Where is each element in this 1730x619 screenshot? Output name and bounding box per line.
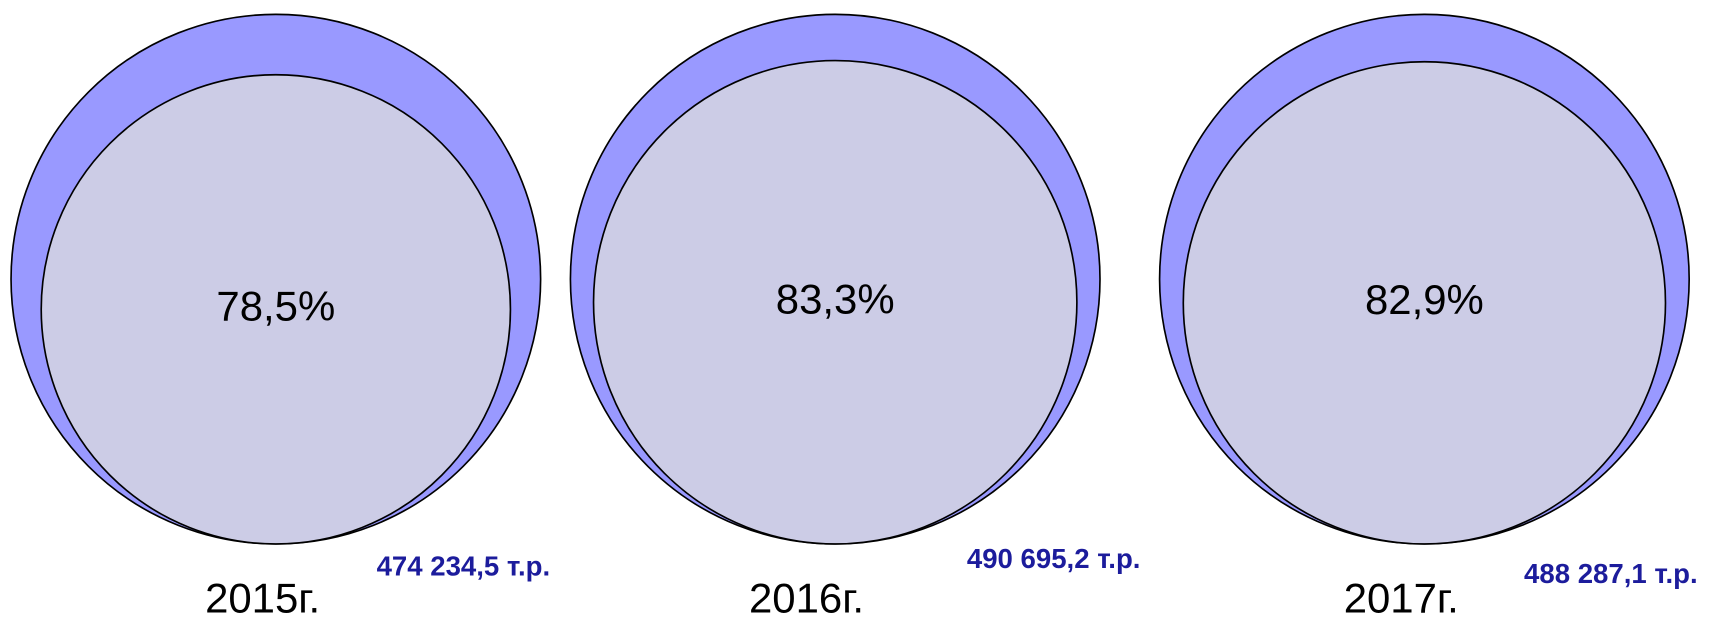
percent-label: 82,9% <box>1365 276 1484 323</box>
amount-label: 474 234,5 т.р. <box>377 551 551 582</box>
percent-label: 83,3% <box>776 275 895 322</box>
inner-circle <box>1182 60 1667 545</box>
amount-label: 490 695,2 т.р. <box>967 543 1141 574</box>
year-label: 2015г. <box>205 574 320 619</box>
amount-label: 488 287,1 т.р. <box>1524 558 1698 589</box>
percent-label: 78,5% <box>216 282 335 329</box>
year-label: 2016г. <box>749 574 864 619</box>
year-label: 2017г. <box>1344 574 1459 619</box>
inner-circle <box>40 73 512 545</box>
inner-circle <box>592 59 1078 545</box>
